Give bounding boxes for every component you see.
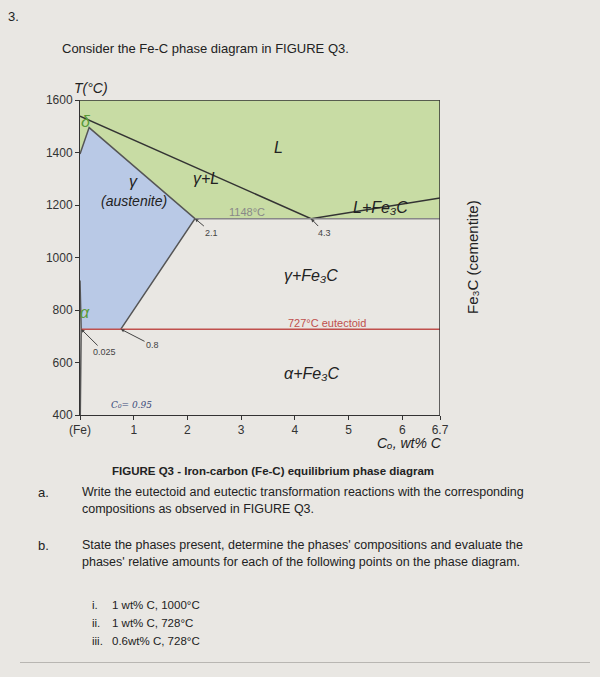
html-text:iii.: iii.: [92, 635, 103, 647]
svg-text:600: 600: [53, 356, 73, 370]
svg-text:1: 1: [130, 423, 137, 437]
html-text:FIGURE Q3 - Iron-carbon (Fe-C): FIGURE Q3 - Iron-carbon (Fe-C) equilibri…: [112, 465, 434, 477]
svg-text:C₀= 0.95: C₀= 0.95: [111, 400, 152, 410]
svg-text:4.3: 4.3: [318, 228, 331, 238]
html-text:i.: i.: [92, 599, 98, 611]
svg-text:1400: 1400: [46, 146, 73, 160]
svg-text:3: 3: [238, 423, 245, 437]
html-text:ii.: ii.: [92, 617, 101, 629]
html-text:0.6wt% C, 728°C: 0.6wt% C, 728°C: [112, 635, 200, 647]
html-text:Consider the Fe-C phase diagra: Consider the Fe-C phase diagram in FIGUR…: [62, 41, 349, 56]
html-text:Write the eutectoid and eutect: Write the eutectoid and eutectic transfo…: [82, 485, 524, 516]
svg-text:L: L: [274, 139, 283, 156]
svg-text:Fe₃C (cementite): Fe₃C (cementite): [464, 200, 481, 314]
html-text:State the phases present, dete: State the phases present, determine the …: [82, 538, 523, 569]
svg-text:γ: γ: [129, 173, 138, 190]
svg-text:L+Fe₃C: L+Fe₃C: [353, 199, 408, 216]
svg-text:1148°C: 1148°C: [229, 206, 265, 218]
svg-text:6.7: 6.7: [432, 423, 449, 437]
svg-text:α: α: [80, 304, 90, 321]
svg-text:5: 5: [345, 423, 352, 437]
svg-text:δ: δ: [81, 113, 91, 130]
svg-text:Cₒ, wt% C: Cₒ, wt% C: [377, 435, 442, 451]
html-text:1 wt% C, 1000°C: 1 wt% C, 1000°C: [112, 599, 200, 611]
html-text:3.: 3.: [8, 9, 19, 24]
svg-text:800: 800: [53, 303, 73, 317]
svg-text:1000: 1000: [46, 251, 73, 265]
html-text:1 wt% C, 728°C: 1 wt% C, 728°C: [112, 617, 194, 629]
html-text:b.: b.: [38, 538, 49, 553]
svg-text:γ+L: γ+L: [193, 170, 219, 187]
svg-text:(austenite): (austenite): [101, 193, 167, 209]
svg-text:2.1: 2.1: [205, 228, 218, 238]
svg-text:0.8: 0.8: [146, 340, 159, 350]
svg-text:1600: 1600: [46, 93, 73, 107]
svg-text:T(°C): T(°C): [74, 80, 108, 96]
svg-text:(Fe): (Fe): [69, 423, 91, 437]
svg-text:1200: 1200: [46, 198, 73, 212]
svg-text:2: 2: [184, 423, 191, 437]
svg-text:0.025: 0.025: [93, 347, 116, 357]
svg-text:α+Fe₃C: α+Fe₃C: [284, 365, 339, 382]
svg-text:727°C eutectoid: 727°C eutectoid: [288, 317, 366, 329]
html-text:a.: a.: [38, 485, 49, 500]
svg-text:4: 4: [292, 423, 299, 437]
svg-text:γ+Fe₃C: γ+Fe₃C: [284, 267, 338, 284]
svg-text:400: 400: [53, 408, 73, 422]
svg-text:6: 6: [399, 423, 406, 437]
